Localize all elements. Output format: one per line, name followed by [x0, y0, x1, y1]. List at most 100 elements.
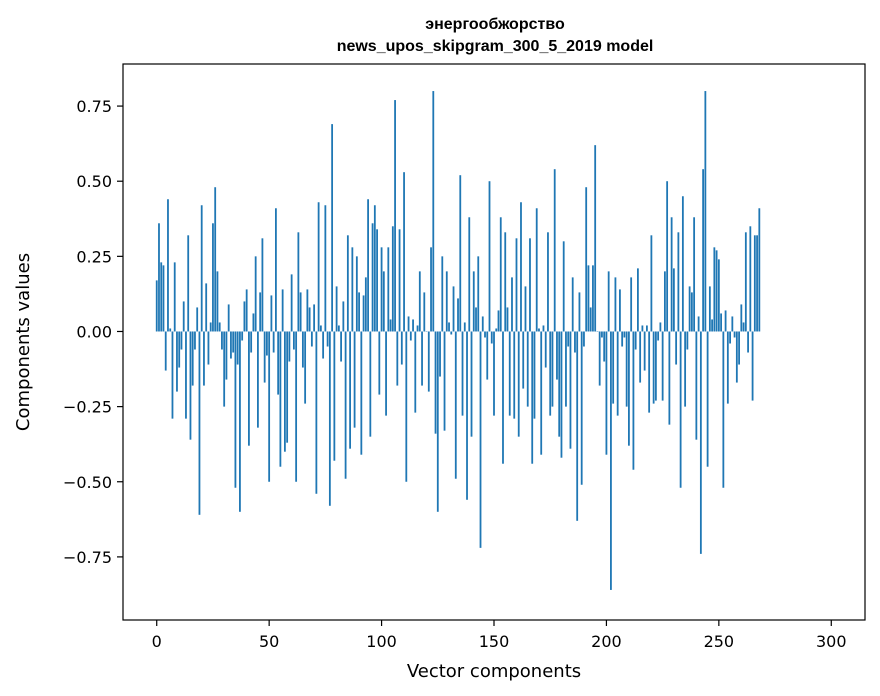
bar: [598, 331, 601, 386]
bar: [178, 331, 181, 368]
bar: [538, 328, 540, 332]
bar: [508, 331, 511, 416]
bar: [263, 331, 266, 383]
x-axis-ticks: 0 50 100 150 200 250 300: [152, 620, 847, 651]
bar: [223, 331, 226, 407]
bar: [252, 313, 255, 332]
bar: [367, 199, 369, 332]
bar: [578, 292, 581, 332]
bar: [621, 331, 624, 347]
bar: [551, 331, 554, 407]
bar: [661, 331, 664, 401]
bar: [690, 292, 693, 332]
bar: [369, 331, 372, 437]
bar: [299, 292, 302, 332]
bar: [553, 169, 556, 332]
bar: [504, 232, 507, 332]
bar: [389, 319, 392, 332]
bar: [484, 331, 486, 338]
bar: [218, 322, 221, 332]
bar: [565, 331, 567, 407]
y-axis-ticks: 0.75 0.50 0.25 0.00 −0.25 −0.50 −0.75: [63, 97, 123, 567]
bar: [522, 331, 525, 389]
bar: [643, 331, 646, 371]
bar: [749, 226, 752, 332]
bar: [288, 331, 291, 362]
bar: [308, 307, 311, 332]
bar: [439, 331, 441, 377]
bar: [569, 331, 572, 449]
bar: [164, 331, 167, 371]
y-tick-label: 0.75: [76, 97, 112, 116]
bar: [421, 331, 423, 386]
bar: [466, 331, 468, 500]
bar: [250, 331, 253, 353]
bar: [194, 331, 196, 350]
bar: [738, 331, 740, 365]
bar: [216, 271, 219, 332]
bar: [286, 331, 289, 443]
bar: [529, 238, 531, 332]
bar: [198, 331, 201, 515]
bar: [490, 331, 493, 344]
bar: [333, 331, 336, 461]
bar: [349, 331, 351, 449]
bar: [203, 331, 205, 386]
bar: [158, 223, 160, 332]
bar: [351, 247, 354, 332]
bar: [200, 205, 203, 332]
bar: [531, 331, 534, 464]
bar: [342, 301, 345, 332]
x-tick-label: 0: [152, 632, 162, 651]
bar: [634, 331, 637, 350]
bar: [711, 319, 713, 332]
bar: [733, 331, 736, 338]
bar: [481, 316, 484, 332]
bar: [277, 331, 280, 395]
bar: [650, 235, 653, 332]
bar: [418, 271, 421, 332]
bar: [306, 289, 309, 332]
bar: [702, 169, 705, 332]
bar: [169, 328, 172, 332]
bar: [603, 331, 606, 362]
bar: [371, 223, 374, 332]
bar: [317, 202, 320, 332]
bar: [499, 217, 502, 332]
bar: [434, 331, 437, 434]
bar: [502, 331, 504, 464]
bar: [549, 331, 552, 416]
bar: [668, 331, 671, 425]
bar: [623, 331, 626, 338]
bar: [704, 91, 707, 332]
bar: [708, 286, 711, 332]
bar: [652, 331, 655, 404]
bar: [641, 325, 644, 332]
bar: [324, 205, 327, 332]
x-tick-label: 100: [366, 632, 397, 651]
bar: [407, 316, 410, 332]
bar: [457, 298, 459, 332]
bar: [758, 208, 761, 332]
bar: [547, 232, 549, 332]
bar: [205, 283, 208, 332]
bar: [416, 325, 419, 332]
bar: [594, 145, 597, 332]
bar: [432, 91, 435, 332]
bar: [155, 280, 158, 332]
bar: [301, 331, 304, 368]
bar: [520, 202, 522, 332]
bar: [713, 247, 716, 332]
bar: [663, 271, 666, 332]
chart-title-line-1: энергообжорство: [425, 16, 565, 33]
y-tick-label: −0.50: [63, 473, 112, 492]
bar: [191, 331, 194, 386]
bar: [443, 331, 446, 431]
bar: [445, 271, 448, 332]
bar: [506, 307, 509, 332]
bar: [619, 289, 621, 332]
bar: [187, 235, 190, 332]
bar: [605, 331, 608, 455]
bar: [355, 256, 358, 332]
